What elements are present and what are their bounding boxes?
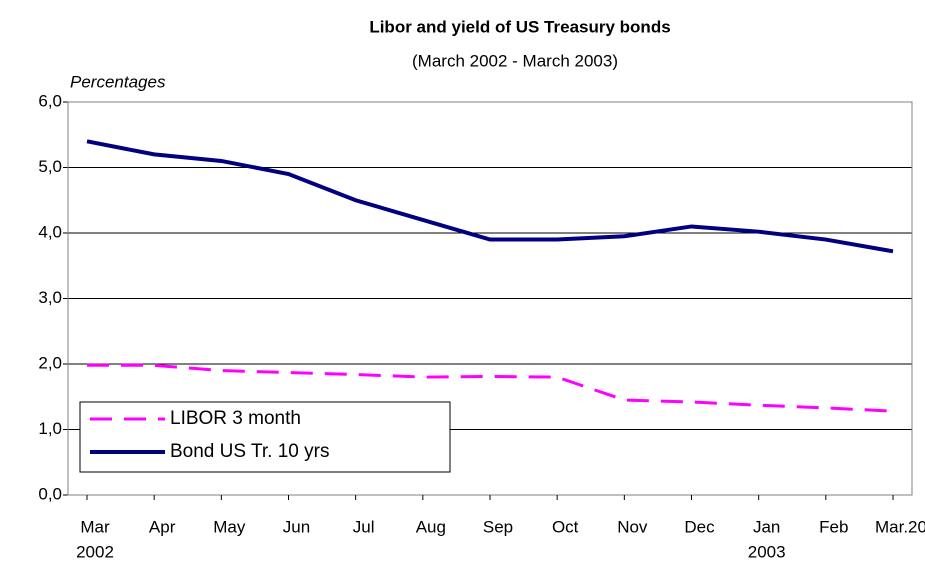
y-tick-label: 0,0	[38, 484, 62, 503]
x-tick-label: May	[213, 517, 246, 536]
x-tick-label: Apr	[149, 517, 176, 536]
x-tick-label: Mar.20	[875, 517, 925, 536]
y-tick-label: 4,0	[38, 222, 62, 241]
x-tick-label: Feb	[819, 517, 848, 536]
series-line	[86, 139, 894, 254]
x-tick-label: Jul	[353, 517, 375, 536]
chart-subtitle: (March 2002 - March 2003)	[412, 51, 618, 70]
y-tick-label: 2,0	[38, 353, 62, 372]
y-tick-label: 6,0	[38, 91, 62, 110]
chart-title: Libor and yield of US Treasury bonds	[369, 17, 670, 36]
x-tick-sublabel: 2003	[748, 542, 786, 561]
y-tick-label: 3,0	[38, 288, 62, 307]
x-tick-label: Dec	[684, 517, 715, 536]
y-tick-label: 5,0	[38, 157, 62, 176]
x-tick-label: Jan	[753, 517, 780, 536]
y-tick-label: 1,0	[38, 419, 62, 438]
x-tick-label: Sep	[483, 517, 513, 536]
legend-label: Bond US Tr. 10 yrs	[170, 441, 329, 462]
x-tick-label: Nov	[617, 517, 648, 536]
x-tick-label: Mar	[80, 517, 110, 536]
legend-box	[79, 401, 451, 473]
x-tick-label: Aug	[416, 517, 446, 536]
y-axis-label: Percentages	[70, 72, 166, 91]
x-tick-label: Oct	[552, 517, 579, 536]
legend-label: LIBOR 3 month	[170, 408, 301, 429]
x-tick-label: Jun	[283, 517, 310, 536]
x-tick-sublabel: 2002	[76, 542, 114, 561]
